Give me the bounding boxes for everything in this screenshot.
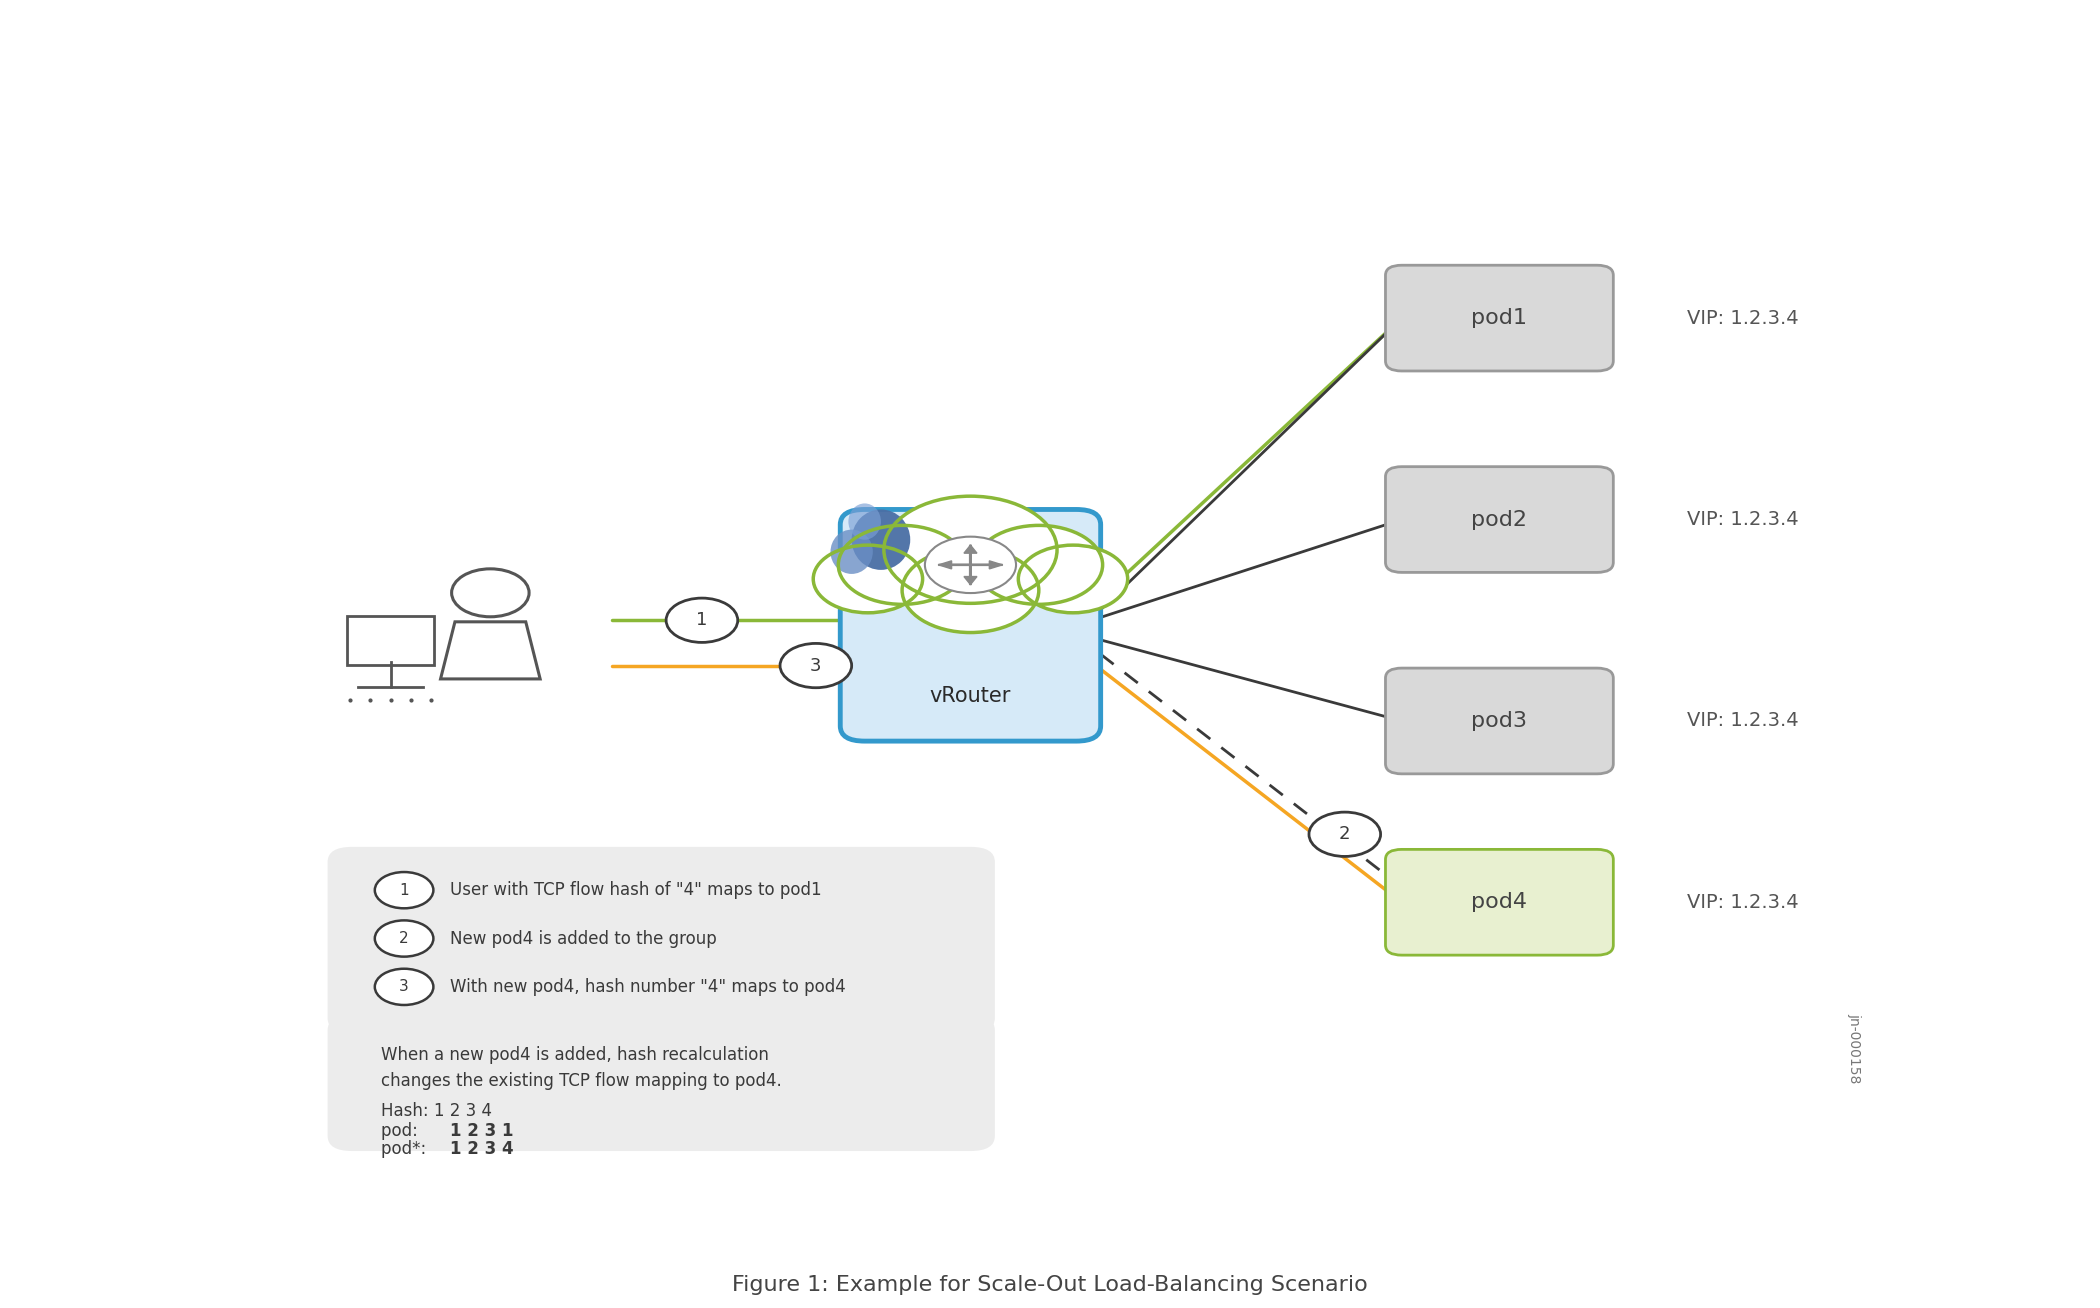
Circle shape — [974, 526, 1102, 604]
Ellipse shape — [853, 509, 909, 570]
Text: 1: 1 — [697, 611, 708, 629]
Circle shape — [813, 545, 922, 613]
Text: With new pod4, hash number "4" maps to pod4: With new pod4, hash number "4" maps to p… — [449, 978, 846, 995]
Text: VIP: 1.2.3.4: VIP: 1.2.3.4 — [1686, 893, 1798, 912]
Text: VIP: 1.2.3.4: VIP: 1.2.3.4 — [1686, 510, 1798, 528]
Text: User with TCP flow hash of "4" maps to pod1: User with TCP flow hash of "4" maps to p… — [449, 882, 821, 899]
Ellipse shape — [830, 530, 874, 574]
Text: pod2: pod2 — [1472, 510, 1527, 530]
Text: pod4: pod4 — [1472, 892, 1527, 912]
Circle shape — [924, 536, 1016, 593]
FancyBboxPatch shape — [328, 1015, 995, 1151]
Circle shape — [666, 598, 737, 642]
Text: pod3: pod3 — [1472, 712, 1527, 731]
FancyBboxPatch shape — [1386, 467, 1613, 573]
Text: New pod4 is added to the group: New pod4 is added to the group — [449, 930, 716, 947]
FancyBboxPatch shape — [346, 616, 435, 666]
FancyArrow shape — [964, 545, 977, 585]
Ellipse shape — [848, 504, 882, 540]
Text: VIP: 1.2.3.4: VIP: 1.2.3.4 — [1686, 309, 1798, 327]
Text: 3: 3 — [399, 980, 410, 994]
Text: VIP: 1.2.3.4: VIP: 1.2.3.4 — [1686, 712, 1798, 730]
Text: jn-000158: jn-000158 — [1848, 1014, 1861, 1083]
Circle shape — [903, 548, 1040, 633]
Text: Figure 1: Example for Scale-Out Load-Balancing Scenario: Figure 1: Example for Scale-Out Load-Bal… — [733, 1275, 1367, 1295]
Circle shape — [838, 526, 966, 604]
Text: pod1: pod1 — [1472, 309, 1527, 328]
Circle shape — [374, 872, 433, 908]
Text: pod*:: pod*: — [382, 1141, 433, 1158]
Circle shape — [1018, 545, 1128, 613]
Text: 1 2 3 4: 1 2 3 4 — [449, 1141, 512, 1158]
Circle shape — [884, 496, 1056, 603]
FancyBboxPatch shape — [840, 509, 1100, 742]
Text: 3: 3 — [811, 657, 821, 675]
FancyArrow shape — [964, 545, 977, 585]
FancyBboxPatch shape — [1386, 266, 1613, 371]
Text: changes the existing TCP flow mapping to pod4.: changes the existing TCP flow mapping to… — [382, 1073, 781, 1091]
Text: pod:: pod: — [382, 1122, 428, 1139]
Text: 1 2 3 1: 1 2 3 1 — [449, 1122, 512, 1139]
Text: When a new pod4 is added, hash recalculation: When a new pod4 is added, hash recalcula… — [382, 1046, 769, 1065]
Text: Hash: 1 2 3 4: Hash: 1 2 3 4 — [382, 1101, 491, 1120]
Text: 2: 2 — [1340, 825, 1350, 844]
Text: vRouter: vRouter — [930, 685, 1012, 706]
FancyArrow shape — [939, 561, 1002, 569]
FancyArrow shape — [939, 561, 1002, 569]
Text: 1: 1 — [399, 883, 410, 897]
FancyBboxPatch shape — [1386, 849, 1613, 955]
Circle shape — [374, 969, 433, 1005]
FancyBboxPatch shape — [328, 846, 995, 1033]
Circle shape — [1308, 812, 1380, 857]
Circle shape — [374, 921, 433, 956]
FancyBboxPatch shape — [1386, 668, 1613, 774]
Circle shape — [779, 644, 853, 688]
Text: 2: 2 — [399, 931, 410, 946]
